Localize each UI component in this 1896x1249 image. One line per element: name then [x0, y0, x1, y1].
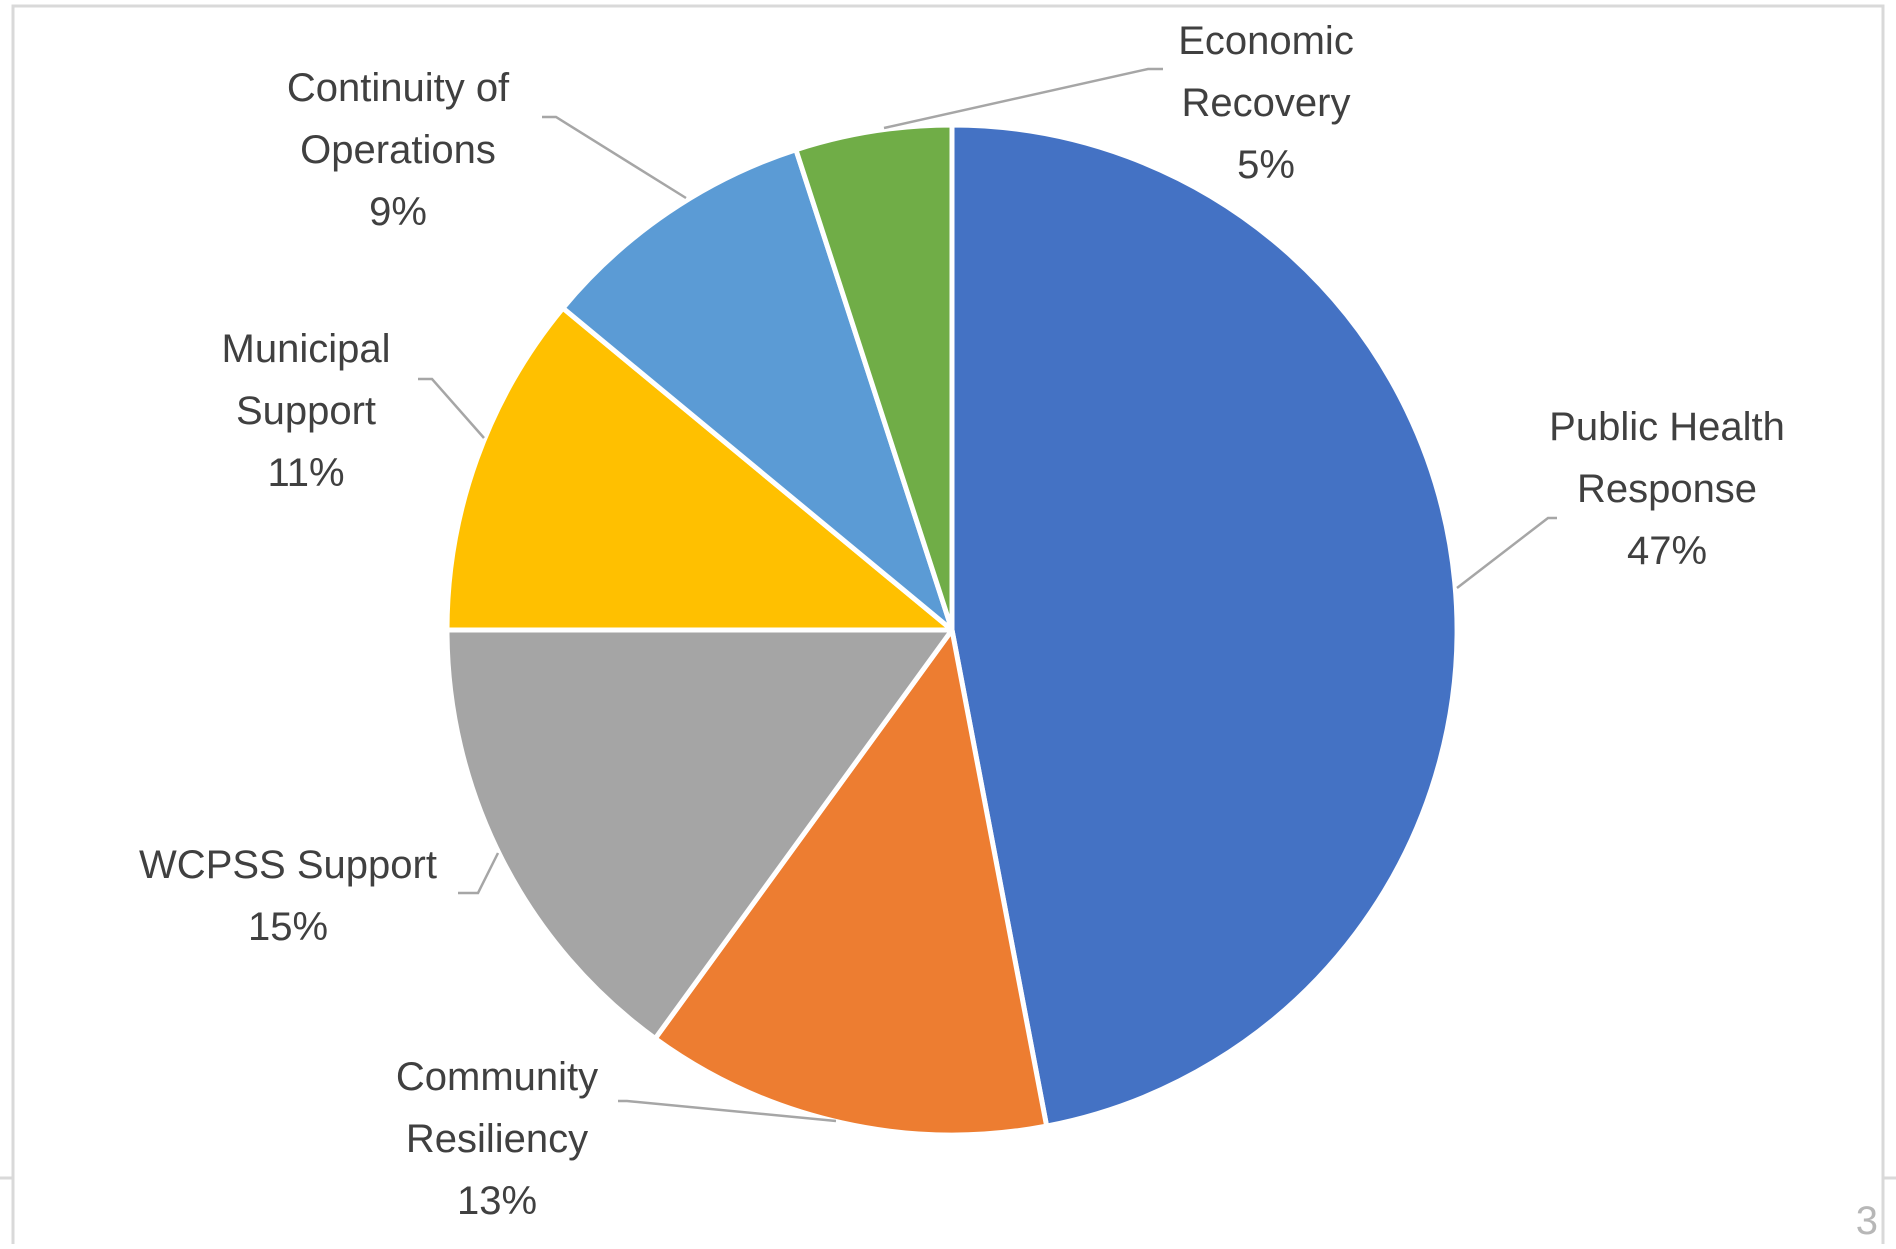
pie-slices — [444, 122, 1460, 1138]
leader-lines — [418, 67, 1557, 1123]
data-label-community-resiliency: Community Resiliency 13% — [396, 1055, 598, 1223]
data-label-percent: 13% — [457, 1179, 537, 1223]
data-label-category-line: Continuity of — [287, 66, 510, 110]
data-label-public-health-response: Public Health Response 47% — [1549, 405, 1785, 573]
data-labels: Public Health Response 47% Community Resilie… — [139, 19, 1785, 1223]
leader-line-wcpss-support — [458, 852, 500, 895]
data-label-category-line: Recovery — [1182, 81, 1351, 125]
data-label-percent: 9% — [369, 190, 427, 234]
data-label-percent: 5% — [1237, 143, 1295, 187]
data-label-category-line: Response — [1577, 467, 1757, 511]
data-label-economic-recovery: Economic Recovery 5% — [1178, 19, 1354, 187]
data-label-percent: 15% — [248, 905, 328, 949]
data-label-percent: 47% — [1627, 529, 1707, 573]
data-label-category-line: Municipal — [222, 327, 391, 371]
data-label-category-line: Community — [396, 1055, 598, 1099]
pie-slice-wcpss-support — [444, 627, 955, 1042]
data-label-category-line: Resiliency — [406, 1117, 588, 1161]
page-number: 3 — [1855, 1199, 1878, 1243]
data-label-category-line: WCPSS Support — [139, 843, 437, 887]
leader-line-public-health-response — [1456, 516, 1557, 589]
data-label-percent: 11% — [267, 451, 344, 495]
leader-line-community-resiliency — [618, 1099, 837, 1123]
pie-slice-public-health-response — [949, 122, 1460, 1129]
pie-slice-community-resiliency — [652, 627, 1050, 1138]
pie-slice-municipal-support — [444, 305, 955, 633]
pie-slice-economic-recovery — [793, 122, 955, 633]
data-label-category-line: Operations — [300, 128, 496, 172]
data-label-category-line: Economic — [1178, 19, 1354, 63]
leader-line-municipal-support — [418, 377, 485, 439]
data-label-category-line: Public Health — [1549, 405, 1785, 449]
leader-line-economic-recovery — [883, 67, 1163, 130]
pie-slice-continuity-of-operations — [560, 147, 955, 633]
data-label-wcpss-support: WCPSS Support 15% — [139, 843, 437, 949]
data-label-category-line: Support — [236, 389, 376, 433]
chart-frame — [11, 4, 1885, 1249]
leader-line-continuity-of-operations — [542, 115, 687, 200]
data-label-municipal-support: Municipal Support 11% — [222, 327, 391, 495]
data-label-continuity-of-operations: Continuity of Operations 9% — [287, 66, 510, 234]
